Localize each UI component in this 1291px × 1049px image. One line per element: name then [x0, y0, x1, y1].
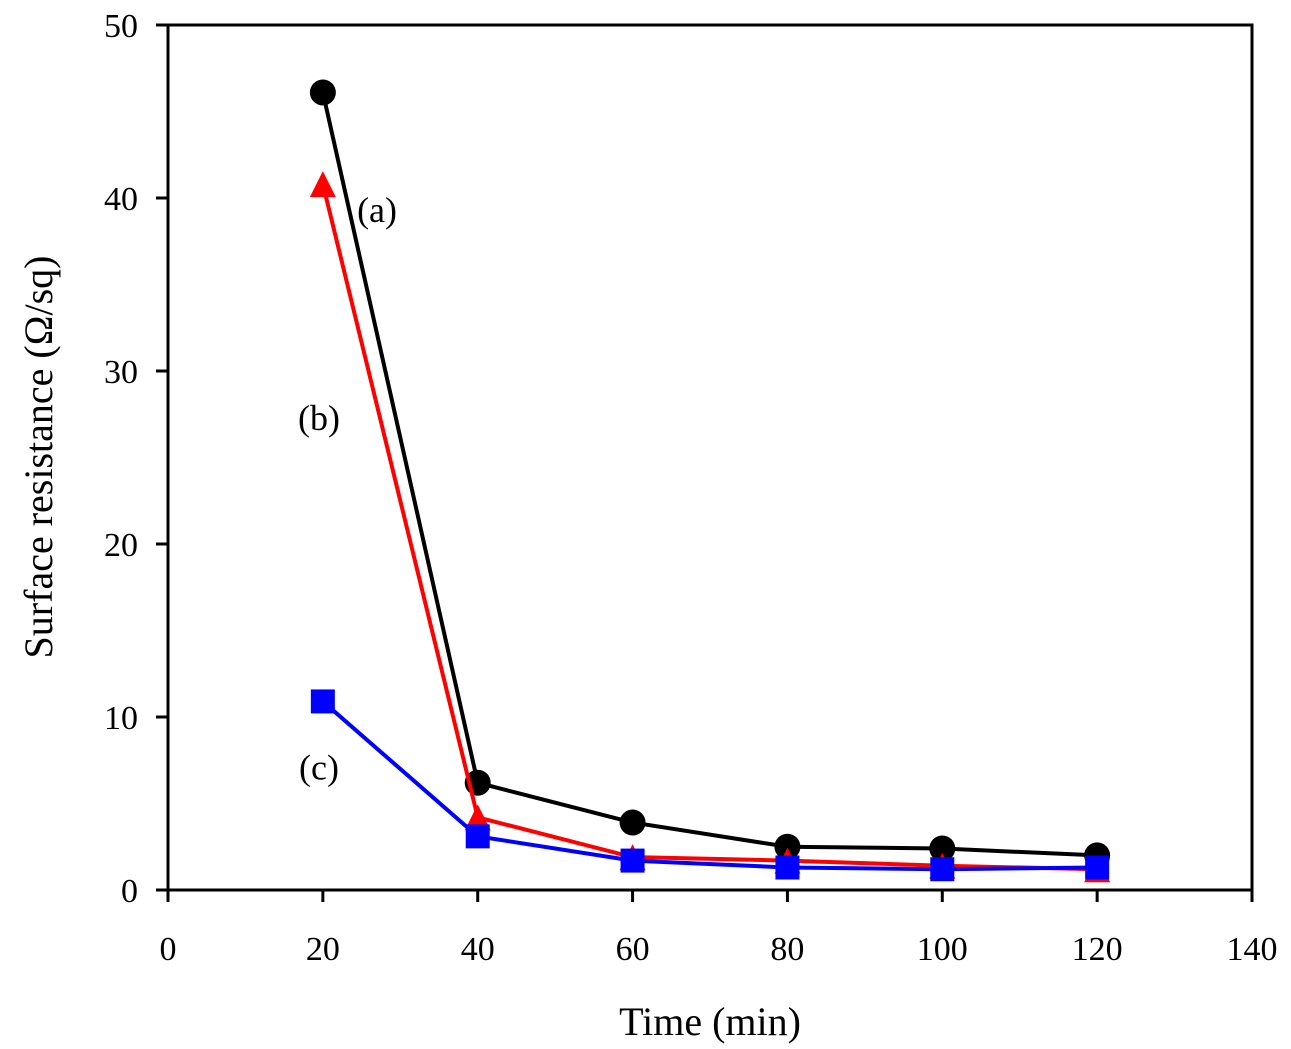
- series-line: [320, 92, 1098, 858]
- x-tick-label: 40: [461, 931, 495, 968]
- y-tick-label: 50: [104, 8, 138, 45]
- x-tick-label: 80: [770, 931, 804, 968]
- y-axis-ticks: 0 10 20 30 40 50: [104, 8, 168, 910]
- plot-area: [166, 23, 1254, 892]
- data-point-square: [1085, 855, 1110, 880]
- data-point-circle: [929, 835, 956, 862]
- series-line: [321, 699, 1098, 872]
- x-tick-label: 60: [616, 931, 650, 968]
- y-tick-label: 10: [104, 700, 138, 737]
- annotation-layer: (a) (b) (c): [298, 190, 397, 787]
- series-layer: [309, 79, 1111, 883]
- y-tick-label: 30: [104, 354, 138, 391]
- x-axis-ticks: 0 20 40 60 80 100 120 140: [160, 890, 1278, 968]
- x-tick-label: 100: [917, 931, 968, 968]
- data-point-triangle: [309, 171, 336, 198]
- x-axis-title: Time (min): [619, 999, 801, 1044]
- series-annotation: (a): [357, 190, 397, 230]
- series-3: [310, 689, 1110, 882]
- x-tick-label: 120: [1072, 931, 1123, 968]
- data-point-square: [775, 855, 800, 880]
- y-axis-title: Surface resistance (Ω/sq): [16, 256, 61, 659]
- data-point-square: [930, 857, 955, 882]
- series-annotation: (c): [299, 747, 339, 787]
- data-point-square: [620, 848, 645, 873]
- data-point-square: [310, 689, 335, 714]
- data-point-circle: [309, 79, 336, 106]
- x-tick-label: 140: [1227, 931, 1278, 968]
- data-point-square: [465, 824, 490, 849]
- x-tick-label: 0: [160, 931, 177, 968]
- series-1: [309, 79, 1111, 869]
- y-tick-label: 0: [121, 873, 138, 910]
- data-point-triangle: [464, 804, 491, 831]
- x-tick-label: 20: [306, 931, 340, 968]
- series-annotation: (b): [298, 398, 340, 438]
- series-2: [309, 171, 1111, 883]
- y-tick-label: 40: [104, 181, 138, 218]
- data-point-circle: [774, 833, 801, 860]
- data-point-circle: [619, 809, 646, 836]
- series-line: [320, 183, 1098, 872]
- y-tick-label: 20: [104, 527, 138, 564]
